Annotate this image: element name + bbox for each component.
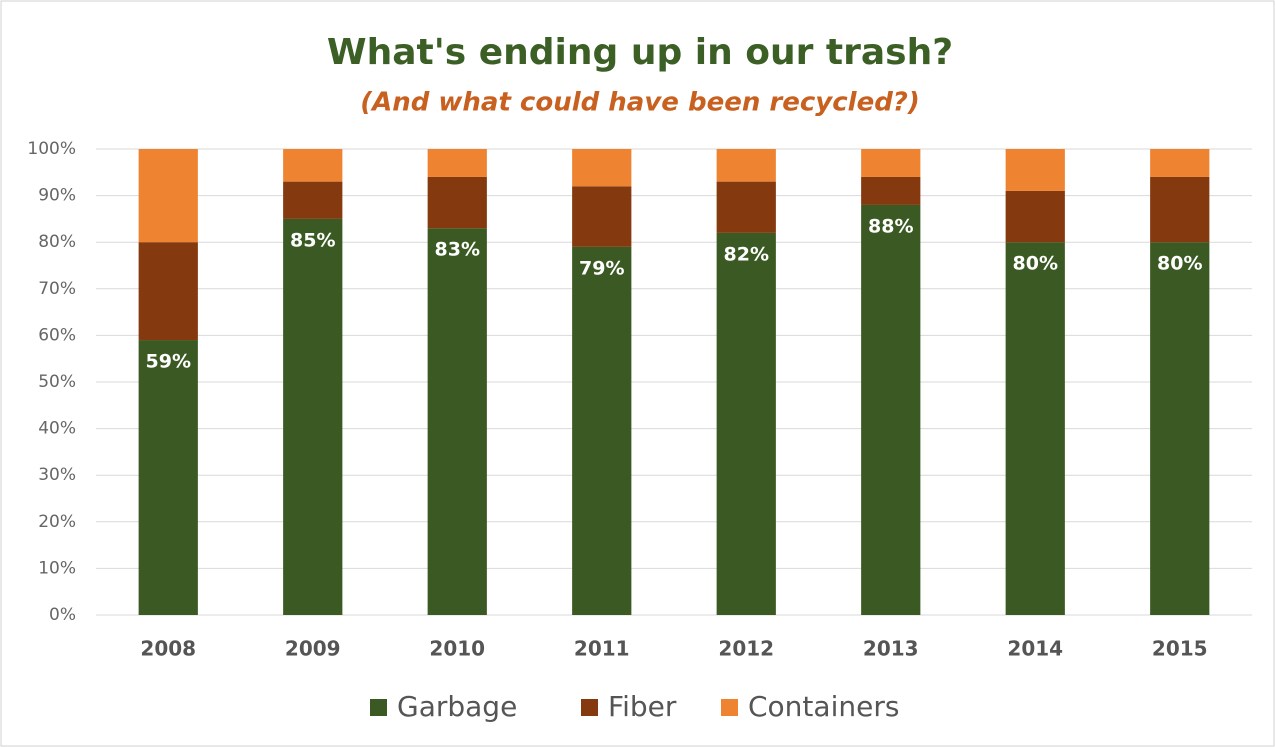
bar-segment xyxy=(572,246,632,616)
x-tick-label: 2013 xyxy=(863,637,919,661)
bar-segment xyxy=(716,232,776,615)
y-tick-label: 90% xyxy=(38,186,76,206)
y-tick-label: 50% xyxy=(38,372,76,392)
data-label: 83% xyxy=(435,239,480,261)
y-tick-label: 30% xyxy=(38,465,76,485)
data-label: 80% xyxy=(1157,253,1202,275)
x-tick-label: 2015 xyxy=(1152,637,1208,661)
data-label: 79% xyxy=(579,257,624,279)
bar-segment xyxy=(138,149,198,243)
y-tick-label: 80% xyxy=(38,232,76,252)
y-tick-label: 20% xyxy=(38,512,76,532)
bar-segment xyxy=(1005,242,1065,615)
bar-segment xyxy=(716,149,776,182)
bar-segment xyxy=(1005,190,1065,243)
x-tick-label: 2011 xyxy=(574,637,630,661)
bar-segment xyxy=(1150,149,1210,177)
legend-swatch xyxy=(721,699,738,716)
bar-segment xyxy=(427,176,487,229)
bar-segment xyxy=(283,181,343,219)
x-tick-label: 2009 xyxy=(285,637,341,661)
bar-segment xyxy=(572,186,632,247)
bar-segment xyxy=(1150,176,1210,243)
chart-subtitle: (And what could have been recycled?) xyxy=(360,88,920,118)
bar-segment xyxy=(427,228,487,615)
legend-label: Containers xyxy=(748,690,899,723)
data-label: 82% xyxy=(724,243,769,265)
legend-swatch xyxy=(370,699,387,716)
x-tick-label: 2010 xyxy=(429,637,485,661)
y-tick-label: 60% xyxy=(38,325,76,345)
bar-segment xyxy=(861,149,921,177)
y-tick-label: 10% xyxy=(38,558,76,578)
bar-segment xyxy=(572,149,632,187)
y-tick-label: 0% xyxy=(49,605,76,625)
data-label: 88% xyxy=(868,215,913,237)
legend-label: Garbage xyxy=(397,690,517,723)
x-tick-label: 2012 xyxy=(718,637,774,661)
bar-segment xyxy=(861,204,921,616)
x-tick-label: 2014 xyxy=(1007,637,1063,661)
data-label: 80% xyxy=(1013,253,1058,275)
y-tick-label: 100% xyxy=(27,139,76,159)
bar-segment xyxy=(1005,149,1065,191)
legend-label: Fiber xyxy=(608,690,677,723)
legend-swatch xyxy=(581,699,598,716)
bar-segment xyxy=(1150,242,1210,615)
bar-segment xyxy=(138,242,198,341)
chart-title: What's ending up in our trash? xyxy=(327,32,953,73)
y-tick-label: 70% xyxy=(38,279,76,299)
data-label: 59% xyxy=(146,351,191,373)
bar-segment xyxy=(283,149,343,182)
x-tick-label: 2008 xyxy=(140,637,196,661)
bar-segment xyxy=(427,149,487,177)
bar-segment xyxy=(716,181,776,233)
y-tick-label: 40% xyxy=(38,419,76,439)
data-label: 85% xyxy=(290,229,335,251)
bar-segment xyxy=(861,176,921,205)
bar-segment xyxy=(138,340,198,615)
bar-segment xyxy=(283,218,343,615)
